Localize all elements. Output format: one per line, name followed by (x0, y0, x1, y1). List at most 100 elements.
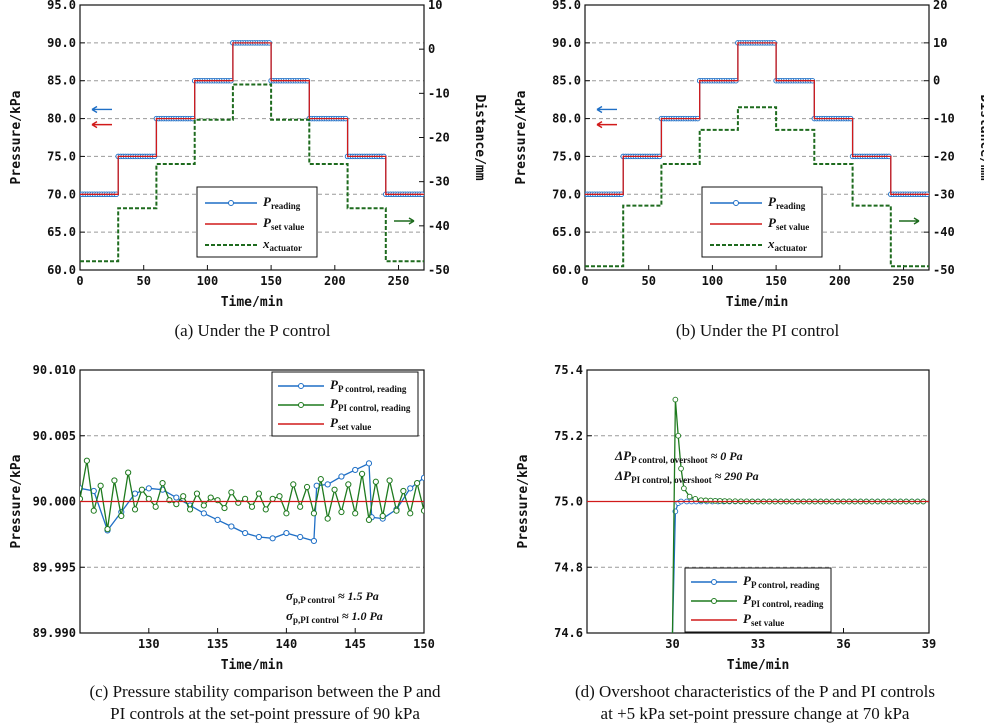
y2-tick-label: -50 (428, 263, 450, 277)
annotation-delta_pi-sub: PI control, overshoot (631, 475, 712, 485)
legend-label-main: P (743, 573, 752, 588)
data-marker (297, 503, 304, 510)
data-marker (338, 473, 345, 480)
x-tick-label: 130 (138, 637, 160, 651)
x-tick-label: 39 (922, 637, 936, 651)
data-marker (214, 516, 221, 524)
data-marker (221, 504, 228, 512)
plot-area (80, 40, 424, 263)
y-tick-label: 89.995 (33, 560, 76, 574)
legend-marker (228, 200, 234, 206)
data-marker (358, 470, 366, 477)
right-axis-arrow-green (394, 217, 415, 225)
data-marker (118, 512, 125, 520)
annotation-sigma_p: σp,P control ≈ 1.5 Pa (286, 588, 379, 605)
data-marker (248, 503, 256, 510)
data-marker (269, 535, 276, 542)
left-axis-arrow-red (596, 121, 617, 129)
legend-box (271, 371, 419, 437)
x-tick-label: 200 (324, 274, 346, 288)
y-axis-label: Pressure/kPa (9, 90, 24, 184)
data-marker (290, 481, 297, 488)
legend-marker (733, 200, 739, 206)
left-axis-arrow-blue (91, 105, 112, 114)
data-marker (310, 510, 318, 517)
y-tick-label: 75.0 (554, 495, 583, 509)
y-tick-label: 95.0 (552, 0, 581, 12)
x-axis-label: Time/min (221, 658, 284, 673)
y-tick-label: 90.000 (33, 495, 76, 509)
data-marker (414, 479, 421, 487)
x-tick-label: 33 (751, 637, 765, 651)
annotation-delta_p: ΔPP control, overshoot ≈ 0 Pa (614, 448, 743, 465)
data-marker (310, 537, 318, 545)
x-tick-label: 0 (581, 274, 588, 288)
y-tick-label: 75.4 (554, 363, 583, 377)
data-marker (420, 474, 424, 481)
legend-label: PP control, reading (330, 377, 407, 394)
annotation-sigma_pi-main: σ (286, 608, 294, 623)
y-tick-label: 70.0 (552, 187, 581, 201)
y-tick-label: 90.005 (33, 429, 76, 443)
annotation-sigma_pi-sub: p,PI control (293, 615, 339, 625)
data-marker (207, 494, 214, 501)
y-tick-label: 65.0 (47, 225, 76, 239)
legend-label: Pset value (768, 215, 809, 232)
y-tick-label: 85.0 (552, 74, 581, 88)
data-marker (283, 510, 290, 517)
data-marker (200, 502, 207, 509)
caption-c: (c) Pressure stability comparison betwee… (40, 681, 490, 725)
legend-label: xactuator (767, 236, 807, 253)
data-marker (692, 496, 699, 502)
y-tick-label: 90.0 (552, 36, 581, 50)
annotation-sigma_p-value: ≈ 1.5 Pa (335, 589, 379, 603)
legend-label-main: x (767, 236, 775, 251)
data-marker (365, 516, 373, 524)
x-tick-label: 50 (136, 274, 150, 288)
annotation-delta_pi-main: ΔP (614, 468, 632, 483)
series-line-1 (585, 42, 929, 195)
x-tick-label: 250 (388, 274, 410, 288)
data-marker (173, 494, 180, 501)
annotation-delta_p-main: ΔP (614, 448, 632, 463)
legend-label-main: P (330, 396, 339, 411)
caption-d: (d) Overshoot characteristics of the P a… (530, 681, 980, 725)
data-marker (675, 432, 682, 439)
legend-label: Pset value (330, 415, 371, 432)
y-tick-label: 95.0 (47, 0, 76, 12)
y2-tick-label: -30 (933, 187, 955, 201)
legend-label-main: P (743, 611, 752, 626)
chart-b: 60.065.070.075.080.085.090.095.00 50 100 15… (514, 0, 984, 310)
x-tick-label: 100 (197, 274, 219, 288)
data-marker (386, 477, 393, 484)
y-tick-label: 75.0 (552, 149, 581, 163)
y-axis-label: Pressure/kPa (514, 90, 529, 184)
data-marker (242, 495, 249, 502)
caption-d-line2: at +5 kPa set-point pressure change at 7… (600, 704, 910, 723)
data-marker (262, 506, 269, 513)
legend-label-sub: P control, reading (751, 580, 820, 590)
x-tick-label: 50 (641, 274, 655, 288)
data-marker (83, 457, 90, 464)
x-tick-label: 250 (893, 274, 915, 288)
x-tick-label: 30 (665, 637, 679, 651)
x-tick-label: 150 (413, 637, 435, 651)
legend-marker (298, 402, 304, 408)
data-marker (400, 487, 407, 495)
data-marker (269, 495, 276, 502)
data-marker (111, 477, 118, 484)
x-tick-label: 135 (207, 637, 229, 651)
y-tick-label: 80.0 (47, 112, 76, 126)
caption-d-line1: (d) Overshoot characteristics of the P a… (574, 682, 936, 701)
legend-label: Preading (263, 194, 301, 211)
data-marker (678, 465, 684, 472)
data-marker (420, 507, 424, 514)
legend-label-main: P (263, 194, 272, 209)
y-tick-label: 90.0 (47, 36, 76, 50)
legend-label: Preading (768, 194, 806, 211)
data-marker (283, 529, 290, 537)
data-marker (317, 476, 324, 483)
